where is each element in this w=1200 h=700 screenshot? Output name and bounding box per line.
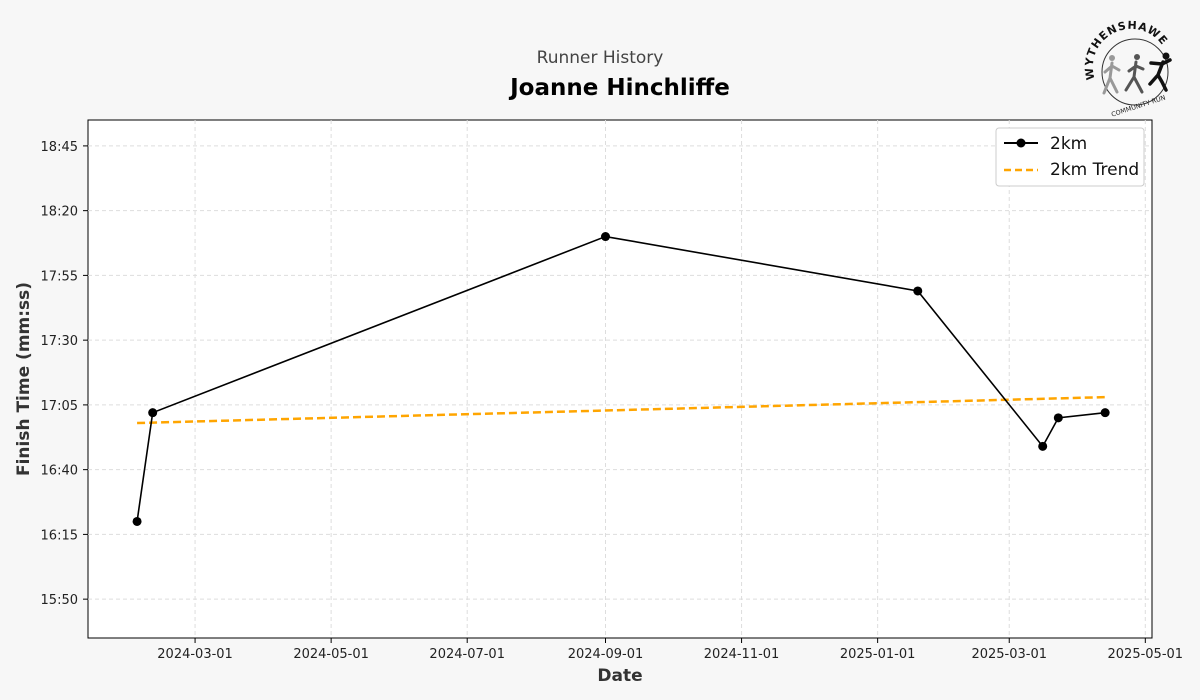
legend-2km-label: 2km [1050,134,1087,154]
y-tick-label: 17:30 [41,334,78,349]
y-tick-label: 15:50 [41,593,78,608]
series-2km-point [132,516,142,526]
logo: WYTHENSHAWE COMMUNITY RUN [1082,19,1172,119]
x-tick-label: 2024-11-01 [704,647,780,662]
chart-subtitle: Runner History [537,48,664,68]
y-tick-label: 18:20 [41,205,78,220]
legend-trend-label: 2km Trend [1050,160,1139,180]
legend-2km-marker [1016,138,1026,148]
runner-icon-light [1102,55,1121,95]
logo-ring [1101,38,1169,106]
runner-icon-dark [1148,52,1172,92]
axis-ticks: 2024-03-01 2024-05-01 2024-07-01 2024-09-01… [41,140,1184,662]
plot-area [87,119,1153,639]
series-2km-point [1100,408,1110,418]
x-tick-label: 2024-03-01 [157,647,233,662]
x-tick-label: 2024-07-01 [429,647,505,662]
grid-lines [88,120,1152,638]
y-tick-label: 17:05 [41,399,78,414]
series-2km-trend-line [137,395,1106,425]
y-axis-label: Finish Time (mm:ss) [14,282,34,476]
chart-title: Joanne Hinchliffe [508,75,730,101]
series-2km-point [913,286,923,296]
series-2km-point [148,408,158,418]
x-tick-label: 2024-05-01 [293,647,369,662]
x-tick-label: 2025-01-01 [840,647,916,662]
y-tick-label: 18:45 [41,140,78,155]
runner-icon-mid [1124,54,1145,94]
x-axis-label: Date [597,666,642,686]
y-tick-label: 16:40 [41,464,78,479]
series-2km-point [1038,441,1048,451]
x-tick-label: 2025-03-01 [971,647,1047,662]
logo-arc-text: WYTHENSHAWE [1082,19,1170,81]
x-tick-label: 2025-05-01 [1108,647,1184,662]
x-tick-label: 2024-09-01 [568,647,644,662]
logo-sub-text: COMMUNITY RUN [1110,94,1166,119]
series-2km-point [1053,413,1063,423]
series-2km-point [601,232,611,242]
legend: 2km 2km Trend [995,127,1145,187]
y-tick-label: 16:15 [41,528,78,543]
y-tick-label: 17:55 [41,269,78,284]
series-layer [132,232,1110,526]
